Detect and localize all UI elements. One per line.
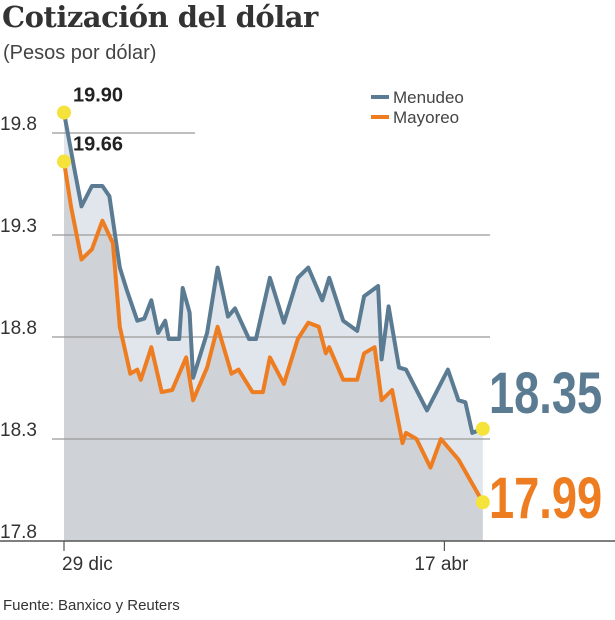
end-value-label: 17.99 bbox=[489, 467, 602, 532]
mayoreo-area bbox=[64, 161, 483, 541]
y-tick-label: 17.8 bbox=[0, 522, 37, 543]
x-tick-label: 29 dic bbox=[62, 554, 113, 575]
series-line-menudeo bbox=[62, 112, 484, 435]
start-value-label: 19.90 bbox=[73, 85, 123, 107]
data-point-marker bbox=[475, 495, 490, 510]
series-line-mayoreo bbox=[62, 161, 485, 504]
legend-label: Menudeo bbox=[393, 88, 464, 107]
source-note: Fuente: Banxico y Reuters bbox=[3, 597, 180, 614]
line-chart: 19.8 19.3 18.8 18.3 17.8 29 dic 17 abr 19.90 1… bbox=[0, 85, 615, 575]
y-tick-label: 18.3 bbox=[0, 420, 37, 441]
data-point-marker bbox=[475, 421, 490, 436]
legend-label: Mayoreo bbox=[393, 108, 459, 127]
end-value-label: 18.35 bbox=[489, 362, 602, 427]
y-tick-label: 19.8 bbox=[0, 114, 37, 135]
chart-title: Cotización del dólar bbox=[2, 0, 318, 34]
data-point-marker bbox=[57, 154, 71, 169]
data-point-marker bbox=[57, 105, 71, 120]
x-tick-label: 17 abr bbox=[414, 554, 469, 575]
chart-subtitle: (Pesos por dólar) bbox=[3, 42, 157, 64]
y-tick-label: 19.3 bbox=[0, 216, 37, 237]
start-value-label: 19.66 bbox=[73, 134, 123, 156]
y-tick-label: 18.8 bbox=[0, 318, 37, 339]
